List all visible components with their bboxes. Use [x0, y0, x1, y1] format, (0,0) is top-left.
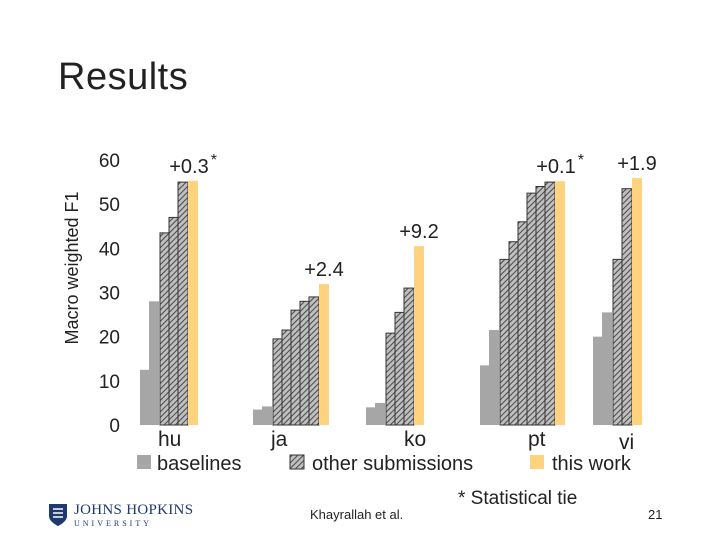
- annotation-star-pt: *: [578, 152, 584, 169]
- y-tick-label: 40: [99, 239, 120, 260]
- y-tick-label: 60: [99, 151, 120, 172]
- bar-annotations: +0.3 *+2.4+9.2+0.1 * +1.9: [169, 152, 656, 281]
- annotation-ko: +9.2: [399, 221, 438, 243]
- x-axis-labels: hu ja ko pt vi: [158, 428, 634, 454]
- bar-baseline-hu: [140, 369, 150, 425]
- logo-subtitle: UNIVERSITY: [74, 518, 152, 528]
- bar-baseline-ko: [366, 407, 376, 425]
- bar-this-work-ko: [414, 246, 424, 425]
- bar-other-vi: [621, 188, 633, 426]
- bar-other-ja: [308, 296, 320, 426]
- page-number: 21: [648, 507, 663, 522]
- legend-label-this_work: this work: [552, 453, 632, 475]
- bar-baseline-ja: [253, 409, 263, 425]
- x-label-hu: hu: [158, 428, 181, 451]
- bar-baseline-vi: [602, 312, 612, 425]
- annotation-ja: +2.4: [304, 259, 343, 281]
- y-tick-label: 30: [99, 284, 120, 305]
- y-tick-label: 0: [109, 416, 120, 437]
- bar-other-hu: [177, 181, 189, 426]
- bar-other-ko: [403, 287, 415, 426]
- bar-this-work-vi: [632, 178, 642, 425]
- bar-this-work-hu: [188, 180, 198, 425]
- y-tick-label: 10: [99, 372, 120, 393]
- legend-label-other: other submissions: [312, 453, 473, 475]
- bar-baseline-vi: [593, 336, 603, 425]
- y-axis-ticks: 0 10 20 30 40 50 60: [99, 151, 120, 437]
- bar-baseline-ja: [262, 406, 272, 425]
- logo-wordmark: JOHNS HOPKINS: [74, 501, 194, 518]
- bar-baseline-pt: [489, 330, 499, 425]
- bars: [140, 178, 642, 426]
- bar-this-work-ja: [319, 284, 329, 425]
- y-tick-label: 50: [99, 195, 120, 216]
- bar-baseline-hu: [149, 301, 159, 425]
- legend-swatch-other: [289, 454, 305, 470]
- bar-baseline-ko: [375, 402, 385, 425]
- slide-title: Results: [58, 56, 189, 98]
- bar-other-pt: [544, 181, 556, 426]
- x-label-ko: ko: [404, 428, 426, 451]
- x-label-vi: vi: [619, 431, 634, 454]
- x-label-ja: ja: [270, 428, 288, 451]
- annotation-pt: +0.1: [536, 156, 575, 178]
- y-tick-label: 20: [99, 328, 120, 349]
- shield-icon: [49, 504, 67, 526]
- bar-baseline-pt: [480, 365, 490, 425]
- legend-swatch-baselines: [137, 455, 151, 469]
- bar-this-work-pt: [555, 181, 565, 425]
- legend-swatch-this_work: [530, 455, 544, 469]
- x-label-pt: pt: [528, 428, 546, 451]
- jhu-logo: JOHNS HOPKINS UNIVERSITY: [48, 502, 193, 528]
- y-axis-label: Macro weighted F1: [62, 191, 82, 344]
- footer-author: Khayrallah et al.: [310, 507, 404, 522]
- statistical-tie-footnote: * Statistical tie: [458, 488, 577, 509]
- annotation-hu: +0.3: [169, 156, 208, 178]
- legend-label-baselines: baselines: [157, 453, 242, 475]
- annotation-vi: +1.9: [617, 153, 656, 175]
- legend: baselines other submissions this work: [137, 453, 632, 475]
- annotation-star-hu: *: [211, 152, 217, 169]
